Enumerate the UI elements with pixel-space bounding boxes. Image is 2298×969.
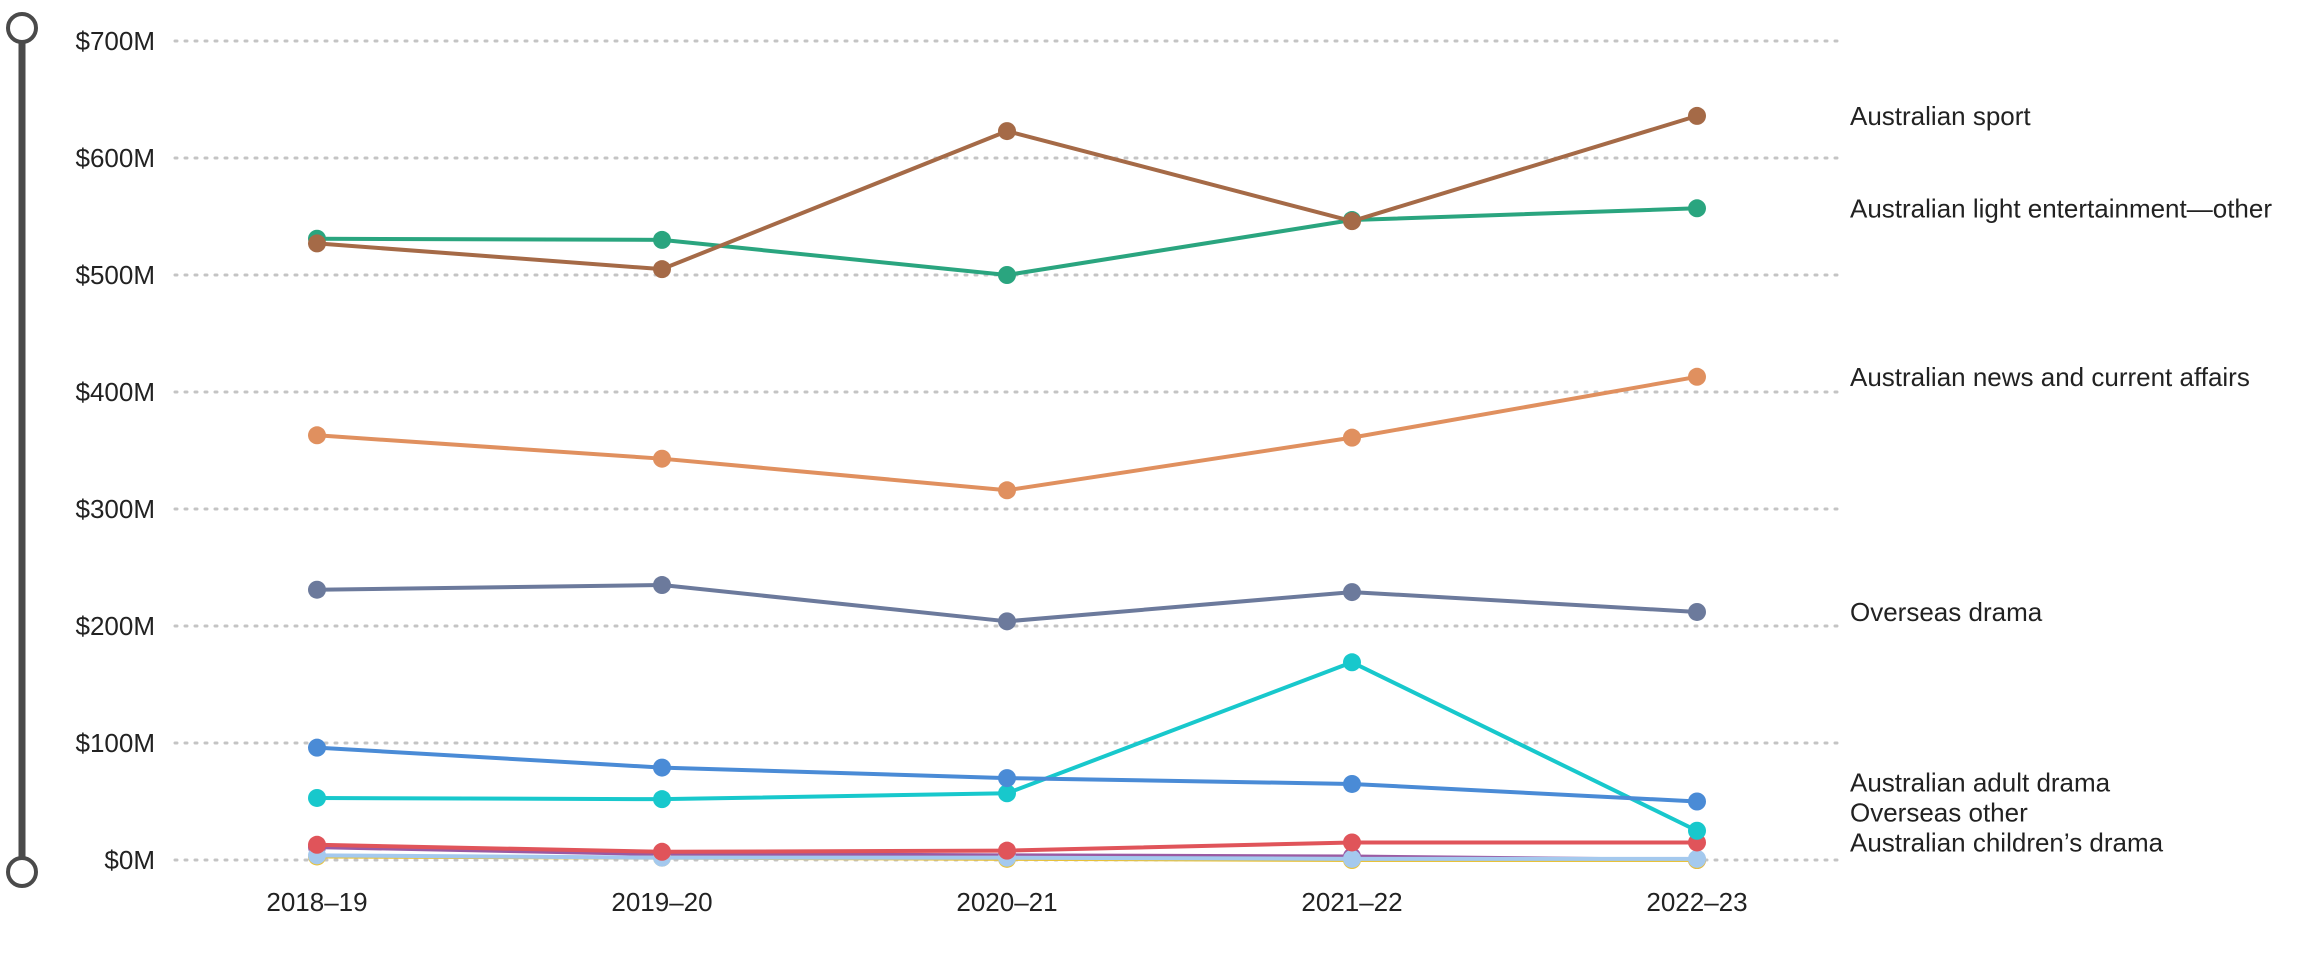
data-point[interactable] (998, 481, 1016, 500)
series-5 (308, 653, 1706, 840)
series-4 (308, 738, 1706, 811)
data-point[interactable] (653, 790, 671, 809)
y-tick-label: $700M (76, 26, 156, 56)
x-tick-label: 2021–22 (1301, 887, 1402, 917)
data-point[interactable] (998, 784, 1016, 803)
data-point[interactable] (308, 580, 326, 599)
data-point[interactable] (653, 449, 671, 468)
y-tick-label: $300M (76, 494, 156, 524)
y-axis: $0M $100M $200M $300M $400M $500M $600M $700M (76, 26, 156, 875)
series-label: Australian children’s drama (1850, 827, 2164, 857)
series-0 (308, 106, 1706, 279)
range-slider-bottom-handle[interactable] (6, 856, 38, 888)
data-point[interactable] (1688, 199, 1706, 218)
data-point[interactable] (653, 576, 671, 595)
data-point[interactable] (308, 835, 326, 854)
x-axis: 2018–19 2019–20 2020–21 2021–22 2022–23 (266, 887, 1747, 917)
data-point[interactable] (1688, 792, 1706, 811)
y-tick-label: $200M (76, 611, 156, 641)
data-point[interactable] (998, 769, 1016, 788)
grid-lines (173, 39, 1842, 862)
series-line (316, 374, 1698, 493)
data-point[interactable] (653, 260, 671, 279)
data-point[interactable] (1343, 849, 1361, 868)
range-slider[interactable] (6, 12, 38, 888)
data-point[interactable] (998, 266, 1016, 284)
series-line (316, 206, 1698, 277)
series-1 (308, 199, 1706, 284)
data-point[interactable] (1343, 833, 1361, 852)
x-tick-label: 2018–19 (266, 887, 367, 917)
y-tick-label: $100M (76, 728, 156, 758)
series-label: Overseas drama (1850, 597, 2043, 627)
data-point[interactable] (1343, 774, 1361, 793)
data-point[interactable] (308, 788, 326, 807)
x-tick-label: 2022–23 (1646, 887, 1747, 917)
data-point[interactable] (1688, 849, 1706, 868)
data-point[interactable] (1688, 821, 1706, 840)
data-point[interactable] (308, 738, 326, 757)
x-tick-label: 2019–20 (611, 887, 712, 917)
series-6 (308, 833, 1706, 861)
data-point[interactable] (653, 230, 671, 249)
data-point[interactable] (1343, 653, 1361, 672)
data-point[interactable] (1688, 602, 1706, 621)
data-point[interactable] (308, 234, 326, 253)
series-line (316, 660, 1698, 833)
data-point[interactable] (653, 842, 671, 861)
data-point[interactable] (653, 758, 671, 777)
data-point[interactable] (1343, 583, 1361, 602)
series-layer (308, 106, 1706, 869)
series-label: Australian adult drama (1850, 767, 2111, 797)
data-point[interactable] (1688, 106, 1706, 125)
series-label: Australian light entertainment—other (1850, 193, 2272, 223)
y-tick-label: $0M (104, 845, 155, 875)
y-tick-label: $400M (76, 377, 156, 407)
data-point[interactable] (998, 612, 1016, 631)
data-point[interactable] (308, 426, 326, 445)
data-point[interactable] (1688, 367, 1706, 386)
data-point[interactable] (1343, 212, 1361, 231)
y-tick-label: $600M (76, 143, 156, 173)
series-3 (308, 576, 1706, 631)
data-point[interactable] (1343, 428, 1361, 447)
data-point[interactable] (998, 841, 1016, 860)
series-label: Australian news and current affairs (1850, 362, 2250, 392)
series-2 (308, 367, 1706, 500)
series-label: Australian sport (1850, 101, 2031, 131)
x-tick-label: 2020–21 (956, 887, 1057, 917)
series-label: Overseas other (1850, 797, 2028, 827)
data-point[interactable] (998, 122, 1016, 141)
y-tick-label: $500M (76, 260, 156, 290)
range-slider-top-handle[interactable] (6, 12, 38, 44)
